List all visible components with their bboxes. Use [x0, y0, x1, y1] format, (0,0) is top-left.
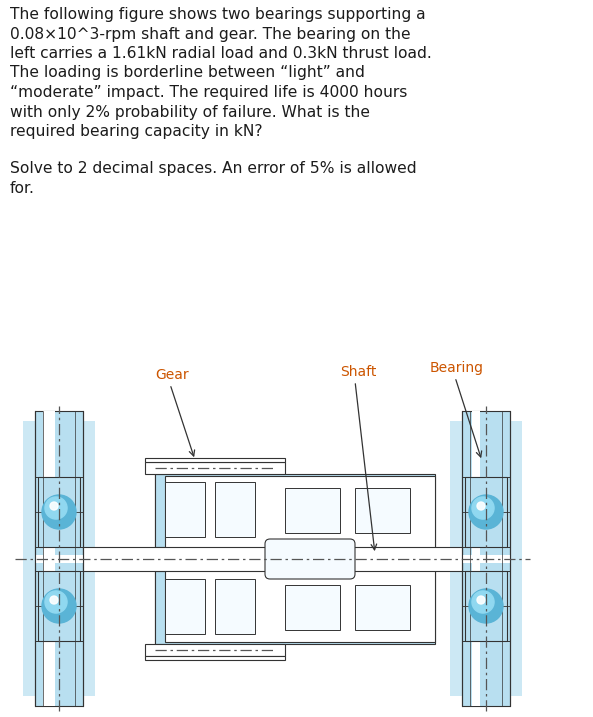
- Circle shape: [42, 589, 76, 623]
- Bar: [45, 411, 53, 706]
- Circle shape: [42, 495, 76, 529]
- Text: 0.08×10^3-rpm shaft and gear. The bearing on the: 0.08×10^3-rpm shaft and gear. The bearin…: [10, 27, 410, 42]
- Bar: [38, 571, 80, 641]
- Bar: [355, 585, 410, 630]
- Text: Solve to 2 decimal spaces. An error of 5% is allowed: Solve to 2 decimal spaces. An error of 5…: [10, 161, 417, 176]
- Text: Gear: Gear: [155, 368, 189, 382]
- Text: required bearing capacity in kN?: required bearing capacity in kN?: [10, 124, 263, 139]
- FancyBboxPatch shape: [265, 539, 355, 579]
- Bar: [462, 411, 510, 706]
- Bar: [145, 462, 285, 474]
- Bar: [155, 474, 275, 547]
- Bar: [462, 555, 510, 563]
- Circle shape: [50, 596, 58, 604]
- Bar: [472, 411, 480, 706]
- Bar: [165, 579, 205, 634]
- Circle shape: [477, 596, 485, 604]
- Bar: [23, 421, 95, 696]
- Circle shape: [50, 502, 58, 510]
- Bar: [450, 421, 522, 696]
- Bar: [35, 555, 83, 563]
- Circle shape: [477, 502, 485, 510]
- Bar: [155, 571, 275, 644]
- Circle shape: [469, 589, 503, 623]
- Circle shape: [472, 591, 494, 613]
- Bar: [165, 482, 205, 537]
- Text: The loading is borderline between “light” and: The loading is borderline between “light…: [10, 65, 365, 80]
- Bar: [285, 585, 340, 630]
- Bar: [285, 488, 340, 533]
- Bar: [165, 476, 435, 642]
- Bar: [465, 571, 507, 641]
- Bar: [155, 474, 435, 547]
- Bar: [465, 477, 507, 547]
- Bar: [38, 477, 80, 547]
- Text: The following figure shows two bearings supporting a: The following figure shows two bearings …: [10, 7, 426, 22]
- Bar: [145, 644, 285, 656]
- Circle shape: [45, 591, 67, 613]
- Bar: [35, 411, 83, 706]
- Bar: [155, 571, 435, 644]
- Circle shape: [469, 495, 503, 529]
- Text: left carries a 1.61kN radial load and 0.3kN thrust load.: left carries a 1.61kN radial load and 0.…: [10, 46, 432, 61]
- Bar: [145, 656, 285, 660]
- Text: for.: for.: [10, 181, 35, 196]
- Text: with only 2% probability of failure. What is the: with only 2% probability of failure. Wha…: [10, 105, 370, 120]
- Text: Shaft: Shaft: [340, 365, 377, 379]
- Circle shape: [472, 497, 494, 519]
- Bar: [83, 547, 462, 571]
- Bar: [215, 579, 255, 634]
- Text: Bearing: Bearing: [430, 361, 484, 375]
- Bar: [43, 411, 55, 706]
- Bar: [145, 458, 285, 462]
- Text: “moderate” impact. The required life is 4000 hours: “moderate” impact. The required life is …: [10, 85, 407, 100]
- Bar: [215, 482, 255, 537]
- Circle shape: [45, 497, 67, 519]
- Bar: [355, 488, 410, 533]
